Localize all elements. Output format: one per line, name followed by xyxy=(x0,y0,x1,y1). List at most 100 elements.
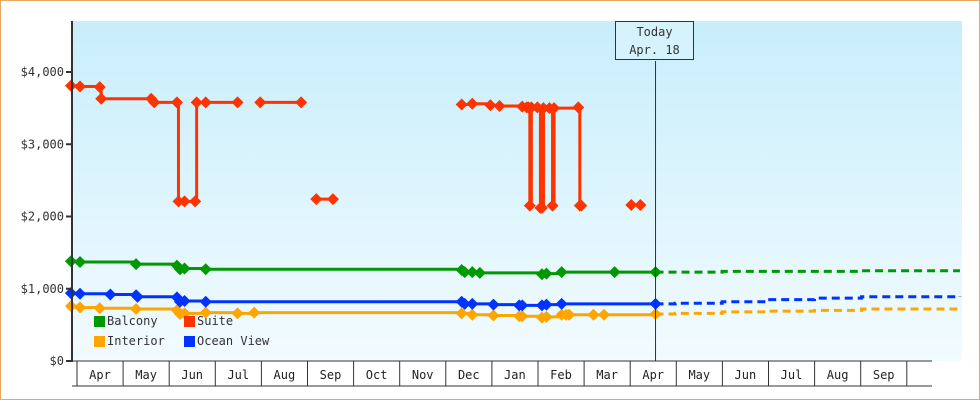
suite-point xyxy=(178,195,191,208)
x-tick-label: Apr xyxy=(642,368,664,382)
suite-point xyxy=(546,199,559,212)
interior-point xyxy=(64,300,77,313)
balcony-point xyxy=(540,267,553,280)
balcony-point xyxy=(74,256,87,269)
suite-point xyxy=(254,96,267,109)
x-tick-label: Aug xyxy=(827,368,849,382)
balcony-point xyxy=(473,266,486,279)
suite-point xyxy=(525,101,538,114)
x-tick-label: May xyxy=(135,368,157,382)
suite-point xyxy=(493,99,506,112)
suite-point xyxy=(93,81,106,94)
suite-point xyxy=(64,79,77,92)
ocean-view-projection-line xyxy=(655,295,962,306)
legend-label: Balcony xyxy=(107,314,158,328)
x-tick-label: Apr xyxy=(89,368,111,382)
suite-point xyxy=(537,102,550,115)
suite-point xyxy=(455,98,468,111)
ocean-view-point xyxy=(64,287,77,300)
balcony-point xyxy=(555,266,568,279)
interior-point xyxy=(74,301,87,314)
x-tick-label: Feb xyxy=(550,368,572,382)
x-tick-label: May xyxy=(688,368,710,382)
balcony-point xyxy=(608,266,621,279)
x-tick-label: Jul xyxy=(227,368,249,382)
x-tick-label: Sep xyxy=(873,368,895,382)
interior-projection-line xyxy=(655,307,962,316)
balcony-point xyxy=(458,266,471,279)
legend-label: Ocean View xyxy=(197,334,270,348)
suite-point xyxy=(575,199,588,212)
x-tick-label: Aug xyxy=(274,368,296,382)
interior-point xyxy=(563,308,576,321)
balcony-point xyxy=(64,255,77,268)
ocean-view-point xyxy=(516,299,529,312)
suite-point xyxy=(466,97,479,110)
suite-point xyxy=(548,102,561,115)
x-tick-label: Oct xyxy=(366,368,388,382)
interior-point xyxy=(516,310,529,323)
suite-point xyxy=(199,96,212,109)
x-tick-label: Nov xyxy=(412,368,434,382)
suite-point xyxy=(634,198,647,211)
interior-point xyxy=(455,307,468,320)
ocean-view-point xyxy=(74,287,87,300)
suite-point xyxy=(190,96,203,109)
suite-point xyxy=(484,99,497,112)
interior-point xyxy=(598,308,611,321)
x-tick-label: Jan xyxy=(504,368,526,382)
today-date: Apr. 18 xyxy=(629,43,680,57)
suite-point xyxy=(295,96,308,109)
suite-point xyxy=(148,96,161,109)
balcony-point xyxy=(178,262,191,275)
suite-point xyxy=(535,201,548,214)
x-tick-label: Mar xyxy=(596,368,618,382)
suite-point xyxy=(523,199,536,212)
legend-label: Suite xyxy=(197,314,234,328)
suite-point xyxy=(95,92,108,105)
y-tick-label: $2,000 xyxy=(21,210,64,224)
interior-swatch xyxy=(94,335,105,347)
today-label: Today xyxy=(636,25,673,39)
x-tick-label: Jun xyxy=(181,368,203,382)
interior-point xyxy=(130,302,143,315)
suite-point xyxy=(572,101,585,114)
x-tick-label: Jun xyxy=(735,368,757,382)
y-tick-label: $3,000 xyxy=(21,137,64,151)
ocean-view-point xyxy=(466,297,479,310)
ocean-view-point xyxy=(555,297,568,310)
ocean-view-point xyxy=(178,295,191,308)
balcony-point xyxy=(130,258,143,271)
ocean-view-point xyxy=(104,288,117,301)
legend-label: Interior xyxy=(107,334,165,348)
interior-point xyxy=(540,310,553,323)
ocean-view-point xyxy=(540,298,553,311)
legend-item-suite: Suite xyxy=(184,314,233,328)
y-tick-label: $1,000 xyxy=(21,282,64,296)
x-tick-label: Sep xyxy=(320,368,342,382)
interior-point xyxy=(466,308,479,321)
suite-point xyxy=(326,193,339,206)
suite-point xyxy=(310,193,323,206)
balcony-swatch xyxy=(94,315,105,327)
y-tick-label: $0 xyxy=(50,354,64,368)
legend-item-interior: Interior xyxy=(94,334,165,348)
ocean-view-point xyxy=(487,298,500,311)
suite-point xyxy=(189,195,202,208)
suite-point xyxy=(625,198,638,211)
interior-point xyxy=(248,306,261,319)
ocean-view-point xyxy=(458,297,471,310)
legend-item-balcony: Balcony xyxy=(94,314,158,328)
ocean-view-point xyxy=(199,295,212,308)
balcony-projection-line xyxy=(655,269,960,274)
ocean-view-point xyxy=(131,290,144,303)
balcony-point xyxy=(199,263,212,276)
x-tick-label: Dec xyxy=(458,368,480,382)
interior-point xyxy=(199,306,212,319)
ocean-view-swatch xyxy=(184,335,195,347)
balcony-point xyxy=(466,266,479,279)
interior-point xyxy=(231,307,244,320)
suite-point xyxy=(170,96,183,109)
suite-point xyxy=(74,80,87,93)
